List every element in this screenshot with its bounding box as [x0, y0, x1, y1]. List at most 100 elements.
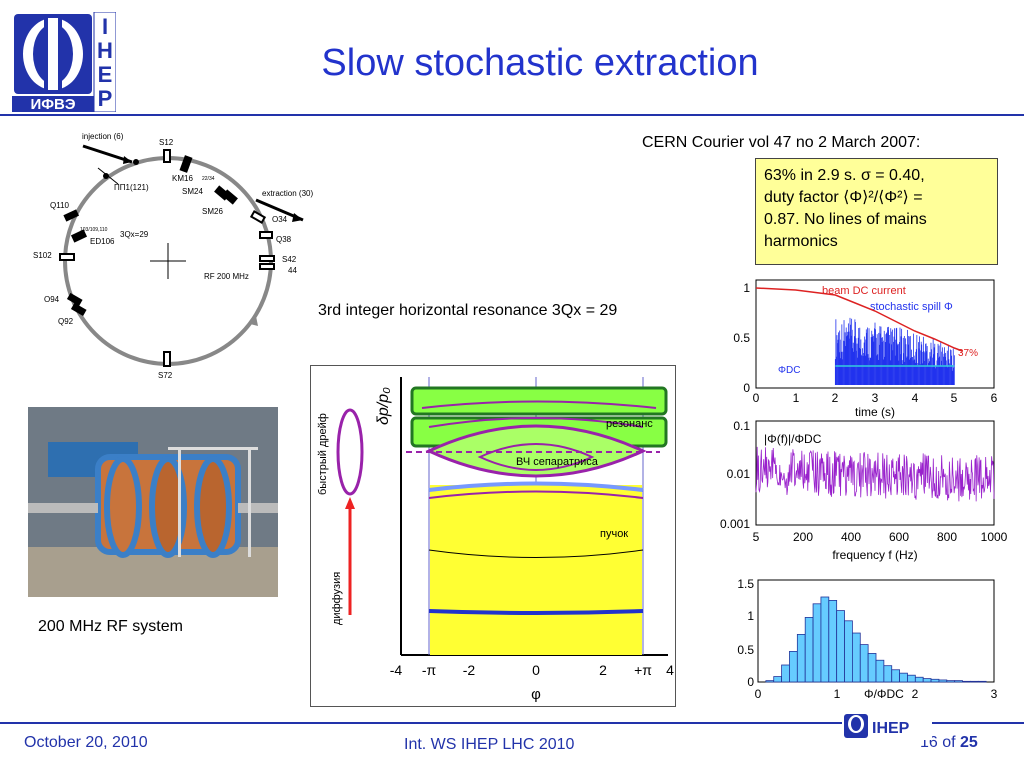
histogram-bar: [954, 680, 963, 683]
chart1-ytick-05: 0.5: [733, 331, 750, 345]
histogram-bar: [946, 680, 956, 683]
ring-label-small2: 103/109,110: [80, 227, 108, 233]
histogram-bar: [781, 664, 790, 683]
ring-label-qx: 3Qx=29: [120, 230, 149, 239]
note-line-3: 0.87. No lines of mains: [764, 211, 927, 228]
ring-label-sm26: SM26: [202, 207, 223, 216]
chart3-xlabel: Φ/ΦDC: [864, 687, 904, 701]
ring-label-s42: S42: [282, 255, 297, 264]
phase-xtick-3: -2: [463, 662, 476, 678]
chart1-ytick-0: 0: [743, 381, 750, 395]
ring-label-km16: KM16: [172, 174, 193, 183]
phase-diffusion-label: диффузия: [331, 572, 343, 625]
ring-diagram: injection (6) S12 KM16 ПП1(121) 22/34 SM…: [33, 132, 313, 380]
histogram-bar: [796, 634, 806, 683]
chart2-ytick-0001: 0.001: [720, 517, 750, 531]
histogram-bar: [938, 679, 948, 683]
ring-label-s102: S102: [33, 251, 52, 260]
chart2-xtick-600: 600: [889, 530, 909, 544]
spill-time-chart: 1 0.5 0 0 1 2 3 4 5 6 time (s) beam DC c…: [733, 279, 998, 419]
top-divider: [0, 114, 1024, 116]
ring-label-o34: O34: [272, 215, 288, 224]
histogram-bar: [820, 596, 830, 683]
chart2-ytick-01: 0.1: [733, 419, 750, 433]
footer-page-total: 25: [960, 734, 978, 751]
resonance-label: 3rd integer horizontal resonance 3Qx = 2…: [318, 302, 618, 319]
histogram-bar: [765, 680, 775, 683]
histogram-bar: [828, 599, 838, 683]
chart1-xlabel: time (s): [855, 405, 895, 419]
ring-label-o94: O94: [44, 295, 60, 304]
note-line-1: 63% in 2.9 s. σ = 0.40,: [764, 167, 925, 184]
ring-label-44: 44: [288, 266, 297, 275]
slide-title: Slow stochastic extraction: [321, 42, 759, 84]
histogram-bar: [851, 632, 861, 683]
bottom-divider: [0, 722, 1024, 724]
chart2-xlabel: frequency f (Hz): [832, 548, 917, 562]
histogram-bar: [875, 659, 885, 683]
histogram-bar: [922, 678, 932, 683]
note-line-2: duty factor ⟨Φ⟩²/⟨Φ²⟩ =: [764, 189, 923, 206]
histogram-bar: [930, 678, 940, 683]
chart1-xtick-5: 5: [951, 391, 958, 405]
ring-label-s72: S72: [158, 371, 173, 380]
ring-label-q92: Q92: [58, 317, 74, 326]
ring-label-extraction: extraction (30): [262, 189, 313, 198]
histogram-bar: [836, 610, 845, 683]
note-line-4: harmonics: [764, 233, 838, 250]
chart1-annot-spill: stochastic spill Φ: [870, 301, 953, 313]
phase-xtick-7: 4: [666, 662, 674, 678]
histogram-chart: 1.5 1 0.5 0 0 1 2 3 Φ/ΦDC: [737, 577, 997, 701]
histogram-bar: [962, 680, 971, 683]
logo-letter-p: P: [98, 86, 113, 111]
phase-xtick-5: 2: [599, 662, 607, 678]
rf-caption: 200 MHz RF system: [38, 618, 183, 635]
chart2-xtick-5: 5: [753, 530, 760, 544]
histogram-bar: [907, 674, 916, 683]
histogram-bar: [891, 669, 901, 683]
chart2-xtick-400: 400: [841, 530, 861, 544]
chart1-xtick-1: 1: [793, 391, 800, 405]
rf-cavity-photo: [28, 407, 278, 597]
histogram-bar: [812, 603, 822, 683]
phase-resonance-label: резонанс: [606, 418, 653, 430]
ring-label-ed106: ED106: [90, 237, 115, 246]
histogram-bar: [773, 676, 783, 683]
ring-label-rf: RF 200 MHz: [204, 272, 249, 281]
ring-label-injection: injection (6): [82, 132, 124, 141]
chart1-xtick-3: 3: [872, 391, 879, 405]
chart3-xtick-0: 0: [755, 687, 762, 701]
chart2-ytick-001: 0.01: [727, 467, 751, 481]
ring-label-s12: S12: [159, 138, 174, 147]
chart1-annot-dc: beam DC current: [822, 285, 906, 297]
phase-xtick-6: +π: [634, 662, 652, 678]
phase-bunch-label: пучок: [600, 528, 628, 540]
histogram-bar: [914, 676, 924, 683]
spectrum-line: [755, 446, 995, 502]
ring-label-q38: Q38: [276, 235, 292, 244]
histogram-bar: [789, 651, 798, 683]
result-note-box: 63% in 2.9 s. σ = 0.40, duty factor ⟨Φ⟩²…: [755, 158, 998, 265]
chart1-annot-phidc: ΦDC: [778, 365, 800, 376]
phase-ylabel: δp/p₀: [375, 387, 392, 425]
histogram-bar: [899, 672, 908, 683]
histogram-bar: [867, 653, 877, 683]
spectrum-chart: 0.1 0.01 0.001 |Φ(f)|/ΦDC 5 200 400 600 …: [720, 419, 1008, 562]
phase-xtick-2: -π: [422, 662, 437, 678]
ihep-logo: ИФВЭ I H E P: [12, 12, 116, 112]
chart3-xtick-1: 1: [834, 687, 841, 701]
ring-label-q110: Q110: [50, 201, 70, 210]
chart2-xtick-1000: 1000: [981, 530, 1008, 544]
logo-cyrillic: ИФВЭ: [30, 96, 75, 112]
phase-fast-drift-label: быстрый дрейф: [317, 413, 329, 495]
histogram-bar: [969, 680, 979, 683]
chart1-ytick-1: 1: [743, 281, 750, 295]
chart2-xtick-800: 800: [937, 530, 957, 544]
ring-label-sm24: SM24: [182, 187, 203, 196]
cern-reference: CERN Courier vol 47 no 2 March 2007:: [642, 134, 921, 151]
chart3-ytick-0: 0: [747, 675, 754, 689]
chart1-annot-37: 37%: [958, 348, 978, 359]
chart3-ytick-1: 1: [747, 609, 754, 623]
phase-separatrix-label: ВЧ сепаратриса: [516, 456, 599, 468]
chart1-xtick-4: 4: [912, 391, 919, 405]
